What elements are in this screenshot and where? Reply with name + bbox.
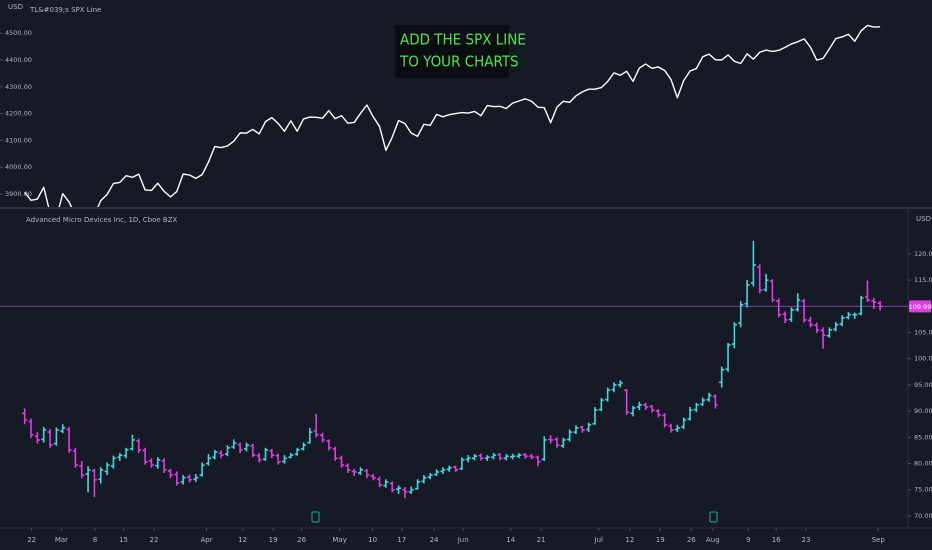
y-tick-label: 4300.00	[5, 83, 32, 91]
spx-pane	[24, 24, 881, 207]
x-tick-label: 8	[93, 536, 97, 544]
annotation-box	[395, 25, 509, 78]
x-tick-label: 19	[269, 536, 278, 544]
y-tick-label: 75.00	[914, 486, 932, 494]
x-tick-label: 10	[368, 536, 377, 544]
indicator-title: TL&#039;s SPX Line	[29, 6, 101, 14]
y-tick-label: 100.00	[914, 355, 932, 363]
price-tag-label: 109.99	[909, 303, 932, 311]
y-tick-label: 115.00	[914, 276, 932, 284]
y-tick-label: 4400.00	[5, 56, 32, 64]
x-tick-label: Apr	[201, 536, 213, 544]
y-tick-label: 80.00	[914, 460, 932, 468]
x-tick-label: 21	[537, 536, 546, 544]
spx-line	[24, 24, 881, 207]
x-tick-label: 24	[430, 536, 439, 544]
x-tick-label: 15	[119, 536, 128, 544]
top-unit: USD	[8, 3, 23, 11]
y-tick-label: 95.00	[914, 381, 932, 389]
x-tick-label: 9	[746, 536, 750, 544]
x-tick-label: Mar	[55, 536, 68, 544]
y-tick-label: 4200.00	[5, 110, 32, 118]
y-tick-label: 4100.00	[5, 136, 32, 144]
y-tick-label: 105.00	[914, 329, 932, 337]
y-tick-label: 70.00	[914, 512, 932, 520]
x-tick-label: 22	[150, 536, 159, 544]
x-tick-label: 26	[687, 536, 696, 544]
x-tick-label: 26	[297, 536, 306, 544]
x-tick-label: 19	[656, 536, 665, 544]
annotation-line: ADD THE SPX LINE	[400, 31, 526, 49]
x-tick-label: 14	[506, 536, 515, 544]
bottom-unit: USD	[916, 215, 931, 223]
axes: 3900.00 4000.00 4100.00 4200.00 4300.00 4400.…	[0, 29, 932, 544]
y-tick-label: 120.00	[914, 250, 932, 258]
y-tick-label: 3900.00	[5, 190, 32, 198]
x-tick-label: 17	[397, 536, 406, 544]
annotation-line: TO YOUR CHARTS	[399, 53, 519, 71]
x-tick-label: Jul	[594, 536, 604, 544]
x-tick-label: 23	[802, 536, 811, 544]
x-tick-label: May	[332, 536, 346, 544]
y-tick-label: 4500.00	[5, 29, 32, 37]
x-tick-label: Sep	[872, 536, 886, 544]
x-tick-label: 12	[625, 536, 634, 544]
earnings-marker	[311, 511, 718, 523]
price-tag	[909, 300, 931, 313]
symbol-title: Advanced Micro Devices Inc, 1D, Cboe BZX	[26, 216, 178, 224]
x-tick-label: Aug	[706, 536, 720, 544]
x-tick-label: 16	[772, 536, 781, 544]
x-tick-label: Jun	[457, 536, 469, 544]
y-tick-label: 4000.00	[5, 163, 32, 171]
x-tick-label: 12	[238, 536, 247, 544]
y-tick-label: 85.00	[914, 433, 932, 441]
y-tick-label: 90.00	[914, 407, 932, 415]
x-tick-label: 22	[27, 536, 36, 544]
price-pane	[0, 240, 908, 499]
